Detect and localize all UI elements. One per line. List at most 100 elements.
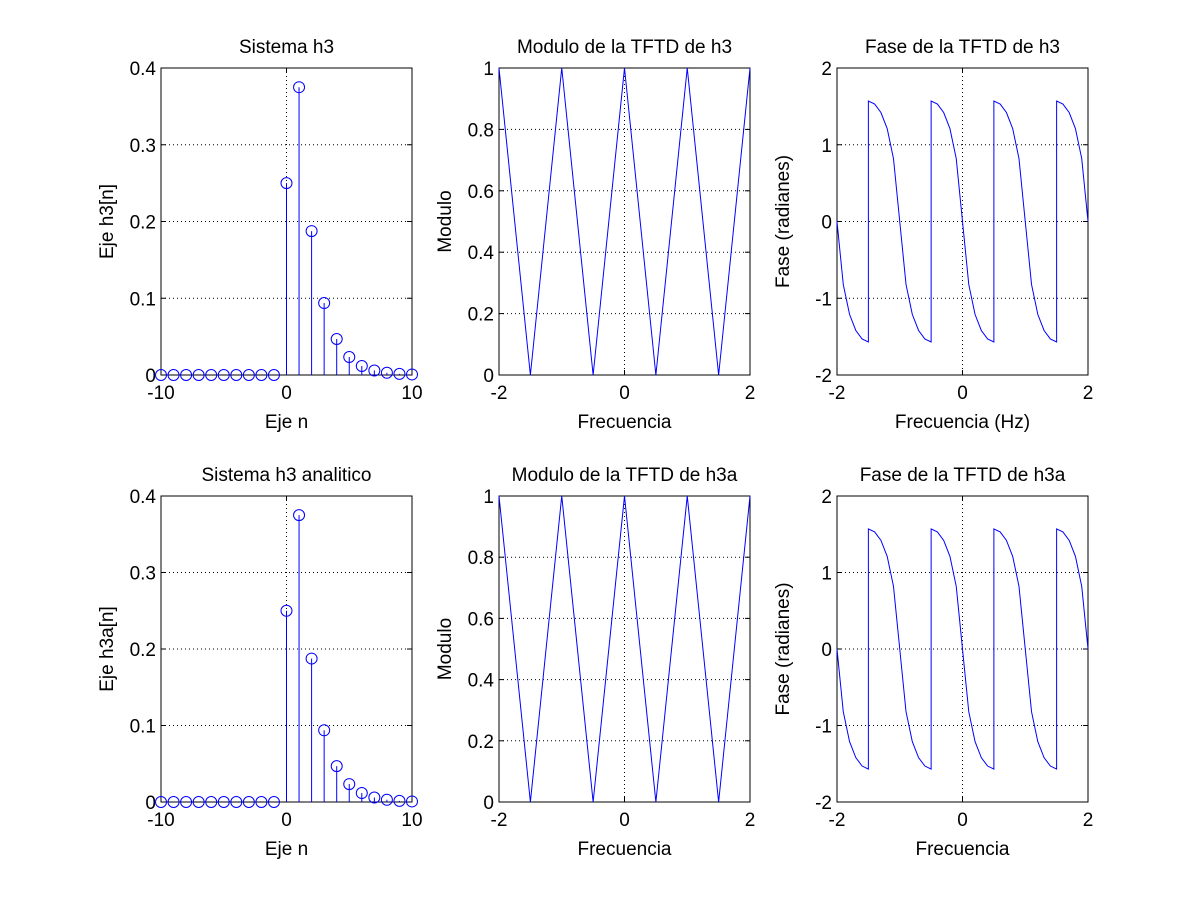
y-tick-label: 0.6 — [468, 182, 494, 203]
y-tick-label: 0 — [821, 213, 832, 234]
stem-marker — [355, 360, 368, 373]
stem-marker — [330, 333, 343, 346]
stem-marker — [393, 367, 406, 380]
x-tick-label: 10 — [401, 383, 422, 404]
y-axis-label: Fase (radianes) — [773, 155, 794, 288]
subplot-title: Modulo de la TFTD de h3a — [512, 465, 738, 486]
x-tick-label: 2 — [745, 810, 756, 831]
stem-marker — [267, 796, 280, 808]
plot-area — [498, 67, 751, 376]
stem-marker — [167, 796, 180, 808]
y-tick-label: 0.4 — [130, 487, 157, 508]
x-axis-label: Frecuencia — [916, 839, 1010, 860]
subplot-title: Fase de la TFTD de h3a — [860, 465, 1066, 486]
y-tick-label: 1 — [821, 136, 832, 157]
y-tick-label: 0.2 — [468, 732, 494, 753]
y-tick-label: 2 — [821, 59, 832, 80]
y-tick-label: 0.4 — [468, 243, 495, 264]
series-line — [498, 67, 751, 376]
x-tick-label: -2 — [829, 383, 846, 404]
stem-marker — [155, 796, 167, 808]
stem-marker — [255, 369, 268, 381]
stem-marker — [343, 778, 356, 791]
y-tick-label: -1 — [815, 717, 832, 738]
x-tick-label: -2 — [491, 810, 508, 831]
x-axis-label: Frecuencia (Hz) — [895, 412, 1030, 433]
subplot-title: Modulo de la TFTD de h3 — [517, 37, 732, 58]
x-tick-label: 0 — [619, 810, 630, 831]
stem-marker — [230, 796, 243, 808]
y-tick-label: 0.1 — [130, 717, 156, 738]
x-tick-label: 2 — [1083, 383, 1094, 404]
stem-marker — [305, 225, 318, 238]
y-tick-label: 2 — [821, 487, 832, 508]
y-tick-label: 0.2 — [468, 305, 494, 326]
stem-marker — [192, 369, 205, 381]
x-tick-label: 2 — [745, 383, 756, 404]
x-tick-label: 0 — [957, 383, 968, 404]
x-axis-label: Frecuencia — [578, 412, 672, 433]
stem-marker — [380, 793, 393, 806]
series-line — [836, 528, 1089, 770]
y-tick-label: 0.1 — [130, 289, 156, 310]
stem-marker — [318, 724, 331, 737]
stem-marker — [155, 369, 167, 381]
stem-marker — [293, 509, 306, 522]
x-tick-label: 2 — [1083, 810, 1094, 831]
stem-marker — [180, 796, 193, 808]
series-line — [498, 495, 751, 803]
y-tick-label: 0 — [145, 366, 156, 387]
subplot-title: Sistema h3 — [239, 37, 334, 58]
series-line — [836, 100, 1089, 343]
subplot-title: Sistema h3 analitico — [201, 465, 371, 486]
stem-marker — [242, 796, 255, 808]
x-tick-label: 0 — [619, 383, 630, 404]
y-axis-label: Fase (radianes) — [773, 582, 794, 715]
stem-marker — [293, 81, 306, 94]
stem-marker — [406, 368, 418, 381]
stem-marker — [406, 795, 418, 808]
stem-marker — [242, 369, 255, 381]
stem-marker — [230, 369, 243, 381]
y-tick-label: 0.3 — [130, 136, 156, 157]
stem-marker — [267, 369, 280, 381]
stem-marker — [318, 297, 331, 310]
y-tick-label: 0.4 — [468, 671, 495, 692]
y-tick-label: -1 — [815, 289, 832, 310]
x-tick-label: -10 — [147, 810, 174, 831]
subplot-3: -2 0 2 -2 -1 0 1 2 Fase de la TFTD de h3 Frecuenc… — [773, 37, 1093, 433]
x-axis-label: Eje n — [265, 839, 308, 860]
stem-marker — [380, 366, 393, 379]
y-tick-label: 1 — [483, 487, 494, 508]
x-axis-label: Frecuencia — [578, 839, 672, 860]
y-tick-label: 0.6 — [468, 609, 494, 630]
y-tick-label: -2 — [815, 793, 832, 814]
x-tick-label: 0 — [281, 383, 292, 404]
stem-marker — [205, 369, 218, 381]
subplot-title: Fase de la TFTD de h3 — [865, 37, 1060, 58]
y-tick-label: 0 — [483, 366, 494, 387]
x-tick-label: -10 — [147, 383, 174, 404]
x-tick-label: 10 — [401, 810, 422, 831]
stem-marker — [355, 787, 368, 800]
stem-marker — [305, 652, 318, 665]
stem-marker — [280, 177, 293, 190]
stem-marker — [167, 369, 180, 381]
stem-marker — [255, 796, 268, 808]
stem-marker — [368, 364, 381, 377]
stem-marker — [368, 791, 381, 804]
stem-marker — [217, 796, 230, 808]
y-tick-label: 1 — [483, 59, 494, 80]
x-tick-label: 0 — [957, 810, 968, 831]
y-axis-label: Modulo — [435, 618, 456, 680]
y-tick-label: -2 — [815, 366, 832, 387]
y-tick-label: 0.2 — [130, 640, 156, 661]
stem-marker — [330, 760, 343, 773]
y-tick-label: 0 — [483, 793, 494, 814]
stem-marker — [343, 351, 356, 364]
y-tick-label: 0 — [821, 640, 832, 661]
